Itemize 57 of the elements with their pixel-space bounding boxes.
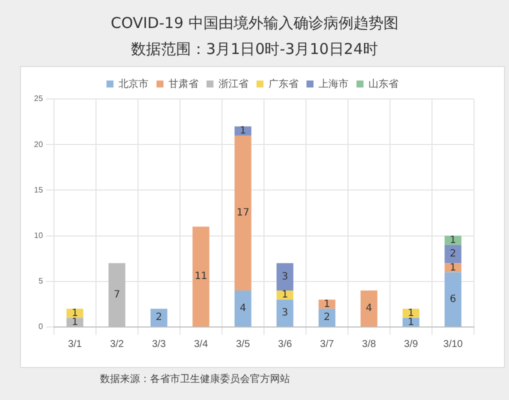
chart-subtitle: 数据范围：3月1日0时-3月10日24时: [130, 40, 379, 59]
y-tick-label: 25: [34, 94, 44, 104]
data-label: 3: [282, 271, 288, 282]
x-tick-label: 3/6: [278, 338, 292, 350]
bar: [444, 263, 462, 272]
data-label: 1: [324, 298, 330, 310]
data-label: 1: [450, 234, 456, 246]
bar: [150, 308, 168, 326]
x-tick-label: 3/8: [362, 338, 376, 350]
data-label: 1: [72, 308, 78, 319]
data-label: 1: [450, 262, 456, 274]
bar: [276, 263, 294, 291]
bar: [234, 290, 252, 326]
y-tick-label: 0: [38, 322, 44, 332]
x-tick-label: 3/9: [404, 338, 418, 350]
data-label: 1: [240, 126, 246, 137]
bar: [444, 272, 462, 326]
y-tick-label: 15: [34, 185, 44, 194]
data-label: 11: [194, 271, 208, 282]
data-label: 17: [236, 208, 250, 219]
x-tick-label: 3/10: [443, 338, 464, 350]
bar: [192, 226, 210, 326]
x-tick-label: 3/2: [110, 338, 124, 350]
legend-label: 山东省: [368, 78, 398, 90]
source-note: 数据来源：各省市卫生健康委员会官方网站: [100, 372, 290, 386]
bar: [360, 290, 378, 326]
x-tick-label: 3/5: [236, 338, 250, 350]
data-label: 1: [408, 308, 414, 319]
legend-label: 甘肃省: [168, 78, 198, 90]
bar: [444, 244, 462, 264]
data-label: 2: [450, 248, 456, 260]
data-label: 4: [366, 303, 372, 314]
y-tick-label: 10: [34, 231, 44, 240]
y-tick-label: 20: [34, 140, 44, 149]
x-tick-label: 3/3: [152, 338, 166, 350]
legend-label: 上海市: [318, 78, 348, 90]
bar: [276, 300, 294, 326]
data-label: 2: [156, 312, 162, 324]
data-label: 7: [114, 289, 120, 300]
data-label: 1: [282, 290, 288, 301]
data-label: 1: [408, 316, 414, 328]
data-label: 1: [72, 316, 78, 328]
bar: [234, 135, 252, 291]
x-tick-label: 3/7: [320, 338, 334, 350]
legend-label: 浙江省: [218, 78, 248, 90]
chart-title: COVID-19 中国由境外输入确诊病例趋势图: [110, 14, 400, 33]
data-label: 2: [324, 312, 330, 324]
bar: [318, 300, 336, 309]
bar: [318, 308, 336, 326]
data-label: 6: [450, 294, 456, 305]
x-tick-label: 3/1: [68, 338, 82, 350]
y-tick-label: 5: [38, 276, 44, 286]
data-label: 3: [282, 308, 288, 319]
data-label: 4: [240, 303, 246, 314]
legend-label: 北京市: [118, 78, 148, 90]
legend-label: 广东省: [268, 78, 298, 90]
x-tick-label: 3/4: [194, 338, 208, 350]
